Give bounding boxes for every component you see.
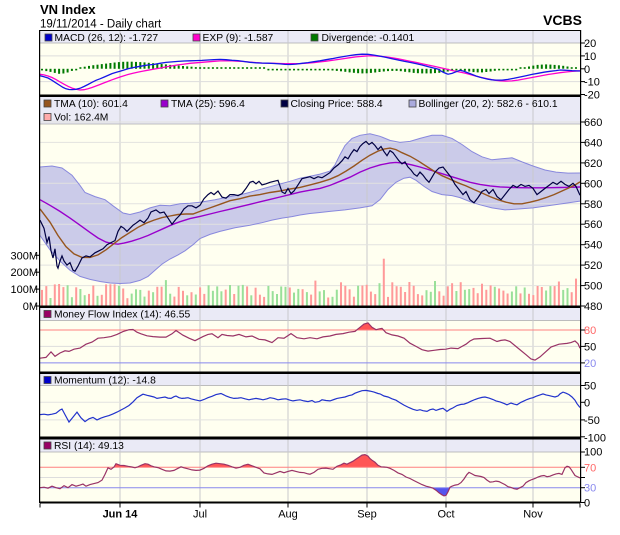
svg-text:10: 10 (584, 51, 596, 63)
svg-text:20: 20 (584, 38, 596, 50)
svg-text:Sep: Sep (357, 509, 377, 521)
svg-text:100: 100 (584, 447, 602, 459)
svg-text:600: 600 (584, 178, 602, 190)
svg-text:TMA (10): 601.4: TMA (10): 601.4 (54, 99, 128, 110)
svg-text:50: 50 (584, 341, 596, 353)
svg-text:MACD (26, 12): -1.727: MACD (26, 12): -1.727 (55, 33, 159, 44)
svg-text:20: 20 (584, 358, 596, 370)
svg-text:-10: -10 (584, 77, 600, 89)
svg-text:0: 0 (584, 498, 590, 510)
svg-text:620: 620 (584, 158, 602, 170)
svg-text:520: 520 (584, 260, 602, 272)
svg-text:70: 70 (584, 462, 596, 474)
svg-text:EXP (9): -1.587: EXP (9): -1.587 (203, 33, 274, 44)
svg-text:-100: -100 (584, 432, 606, 444)
svg-text:Aug: Aug (278, 509, 298, 521)
svg-text:500: 500 (584, 281, 602, 293)
svg-text:30: 30 (584, 483, 596, 495)
svg-text:-50: -50 (584, 415, 600, 427)
svg-text:Money Flow Index (14): 46.55: Money Flow Index (14): 46.55 (54, 310, 190, 321)
svg-text:Jul: Jul (193, 509, 207, 521)
svg-text:Nov: Nov (523, 509, 543, 521)
svg-text:VN Index: VN Index (40, 2, 96, 17)
svg-text:Divergence: -0.1401: Divergence: -0.1401 (322, 33, 415, 44)
svg-text:Momentum (12): -14.8: Momentum (12): -14.8 (54, 376, 156, 387)
svg-text:RSI (14): 49.13: RSI (14): 49.13 (54, 441, 124, 452)
svg-text:80: 80 (584, 325, 596, 337)
svg-text:VCBS: VCBS (543, 12, 582, 28)
svg-text:560: 560 (584, 219, 602, 231)
svg-text:50: 50 (584, 381, 596, 393)
svg-text:0: 0 (584, 397, 590, 409)
svg-text:Jun 14: Jun 14 (103, 509, 139, 521)
svg-text:Vol: 162.4M: Vol: 162.4M (54, 113, 108, 124)
svg-text:Bollinger (20, 2): 582.6 - 610: Bollinger (20, 2): 582.6 - 610.1 (419, 99, 558, 110)
svg-text:TMA (25): 596.4: TMA (25): 596.4 (171, 99, 245, 110)
svg-text:19/11/2014 - Daily chart: 19/11/2014 - Daily chart (40, 19, 162, 31)
svg-text:540: 540 (584, 240, 602, 252)
svg-text:Closing Price: 588.4: Closing Price: 588.4 (291, 99, 383, 110)
svg-text:660: 660 (584, 117, 602, 129)
svg-text:-20: -20 (584, 90, 600, 102)
svg-text:480: 480 (584, 301, 602, 313)
svg-text:0M: 0M (23, 301, 38, 313)
svg-text:640: 640 (584, 137, 602, 149)
svg-text:0: 0 (584, 64, 590, 76)
svg-text:Oct: Oct (437, 509, 454, 521)
svg-text:300M: 300M (10, 250, 38, 262)
svg-text:580: 580 (584, 199, 602, 211)
svg-text:100M: 100M (10, 284, 38, 296)
svg-text:200M: 200M (10, 267, 38, 279)
